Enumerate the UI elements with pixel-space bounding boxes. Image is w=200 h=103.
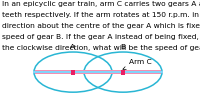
Bar [33, 71, 163, 73]
Text: Arm C: Arm C [123, 59, 152, 70]
Bar [35, 70, 161, 74]
Text: In an epicyclic gear train, arm C carries two gears A and B having 36 and 45: In an epicyclic gear train, arm C carrie… [2, 1, 200, 6]
Text: A: A [70, 44, 76, 50]
Text: B: B [120, 44, 126, 50]
Bar [121, 70, 125, 75]
Text: direction about the centre of the gear A which is fixed, determine the: direction about the centre of the gear A… [2, 23, 200, 29]
Text: speed of gear B. If the gear A instead of being fixed, makes 300 r.p.m. in: speed of gear B. If the gear A instead o… [2, 34, 200, 40]
Text: the clockwise direction, what will be the speed of gear B ?: the clockwise direction, what will be th… [2, 45, 200, 51]
Text: teeth respectively. If the arm rotates at 150 r.p.m. in the anticlockwise: teeth respectively. If the arm rotates a… [2, 12, 200, 18]
Bar [71, 70, 75, 75]
